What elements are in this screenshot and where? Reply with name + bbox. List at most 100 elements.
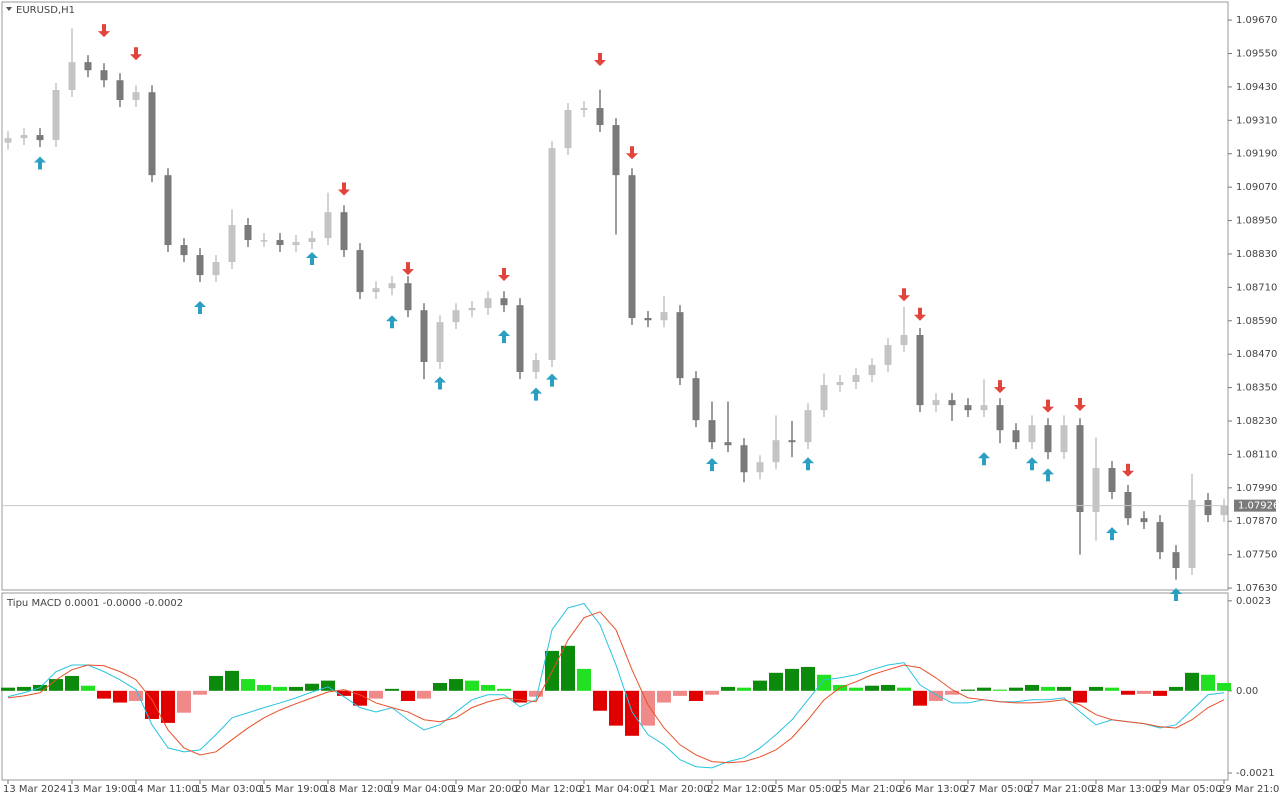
candle-body	[1092, 468, 1100, 513]
y-tick-label: 1.09310	[1236, 115, 1277, 126]
histogram-bar	[1025, 684, 1039, 691]
histogram-bar	[145, 690, 159, 719]
histogram-bar	[561, 645, 575, 691]
histogram-bar	[321, 680, 335, 691]
candle-body	[948, 400, 956, 406]
histogram-bar	[97, 690, 111, 699]
sell-arrow	[130, 47, 142, 61]
histogram-bar	[849, 687, 863, 691]
candle-body	[788, 440, 796, 443]
candle-body	[228, 225, 236, 263]
candle-body	[964, 405, 972, 411]
histogram-bar	[673, 690, 687, 696]
histogram-bar	[161, 690, 175, 723]
histogram-bar	[1009, 687, 1023, 691]
sell-arrow	[1042, 399, 1054, 413]
y-tick-label: 1.08350	[1236, 383, 1277, 394]
histogram-bar	[417, 690, 431, 699]
histogram-bar	[737, 687, 751, 691]
histogram-bar	[961, 689, 975, 691]
candle-body	[580, 108, 588, 111]
candle-body	[692, 378, 700, 421]
histogram-bar	[369, 690, 383, 699]
candle-body	[1060, 425, 1068, 453]
y-tick-label: 1.07630	[1236, 583, 1277, 594]
histogram-bar	[801, 666, 815, 691]
x-tick-label: 25 Mar 05:00	[771, 784, 838, 795]
x-tick-label: 27 Mar 21:00	[1027, 784, 1094, 795]
sell-arrow	[914, 307, 926, 321]
candle-body	[196, 255, 204, 276]
y-tick-label: 0.0023	[1236, 596, 1271, 607]
histogram-bar	[529, 690, 543, 697]
histogram-bar	[593, 690, 607, 711]
candle-body	[932, 400, 940, 406]
sell-arrow	[994, 380, 1006, 394]
buy-arrow	[34, 156, 46, 170]
histogram-bar	[753, 680, 767, 691]
histogram-bar	[49, 679, 63, 691]
histogram-bar	[1201, 674, 1215, 691]
sell-arrow	[402, 262, 414, 276]
histogram-bar	[817, 674, 831, 691]
histogram-bar	[1073, 690, 1087, 703]
buy-arrow	[1042, 468, 1054, 482]
menu-triangle[interactable]	[6, 7, 12, 11]
y-tick-label: 1.09430	[1236, 82, 1277, 93]
buy-arrow	[706, 458, 718, 472]
x-tick-label: 19 Mar 04:00	[387, 784, 454, 795]
candle-body	[1028, 425, 1036, 443]
histogram-bar	[641, 690, 655, 726]
histogram-bar	[497, 688, 511, 691]
y-tick-label: 1.07990	[1236, 483, 1277, 494]
candle-body	[100, 70, 108, 81]
candle-body	[340, 212, 348, 251]
candle-body	[292, 241, 300, 246]
candle-body	[276, 240, 284, 246]
candle-body	[500, 298, 508, 306]
y-tick-label: 1.08110	[1236, 449, 1277, 460]
candle-body	[868, 365, 876, 376]
histogram-bar	[353, 690, 367, 706]
x-tick-label: 27 Mar 05:00	[963, 784, 1030, 795]
x-tick-label: 13 Mar 19:00	[67, 784, 134, 795]
candle-body	[660, 312, 668, 321]
histogram-bar	[289, 686, 303, 691]
candle-body	[724, 442, 732, 446]
candle-body	[916, 334, 924, 406]
histogram-bar	[273, 686, 287, 691]
histogram-bar	[945, 690, 959, 695]
histogram-bar	[993, 689, 1007, 691]
y-tick-label: 1.09550	[1236, 49, 1277, 60]
x-tick-label: 22 Mar 12:00	[707, 784, 774, 795]
buy-arrow	[546, 373, 558, 387]
buy-arrow	[802, 457, 814, 471]
candle-body	[4, 138, 12, 143]
price-pane	[1, 1, 1229, 591]
y-tick-label: 1.09070	[1236, 182, 1277, 193]
histogram-bar	[929, 690, 943, 701]
histogram-bar	[433, 682, 447, 691]
candle-body	[756, 462, 764, 473]
histogram-bar	[1153, 690, 1167, 696]
candle-body	[1108, 468, 1116, 492]
candle-body	[644, 317, 652, 321]
x-tick-label: 19 Mar 20:00	[451, 784, 518, 795]
candle-body	[52, 89, 60, 141]
buy-arrow	[194, 301, 206, 315]
histogram-bar	[977, 687, 991, 691]
candle-body	[708, 420, 716, 443]
candle-body	[532, 360, 540, 373]
x-tick-label: 29 Mar 05:00	[1155, 784, 1222, 795]
candle-body	[212, 262, 220, 276]
histogram-bar	[385, 688, 399, 691]
x-tick-label: 26 Mar 13:00	[899, 784, 966, 795]
candle-body	[900, 334, 908, 345]
histogram-bar	[1217, 682, 1231, 691]
y-tick-label: 1.08950	[1236, 216, 1277, 227]
sell-arrow	[338, 182, 350, 196]
candle-body	[804, 410, 812, 443]
x-tick-label: 25 Mar 21:00	[835, 784, 902, 795]
histogram-bar	[705, 690, 719, 695]
candle-body	[484, 298, 492, 308]
